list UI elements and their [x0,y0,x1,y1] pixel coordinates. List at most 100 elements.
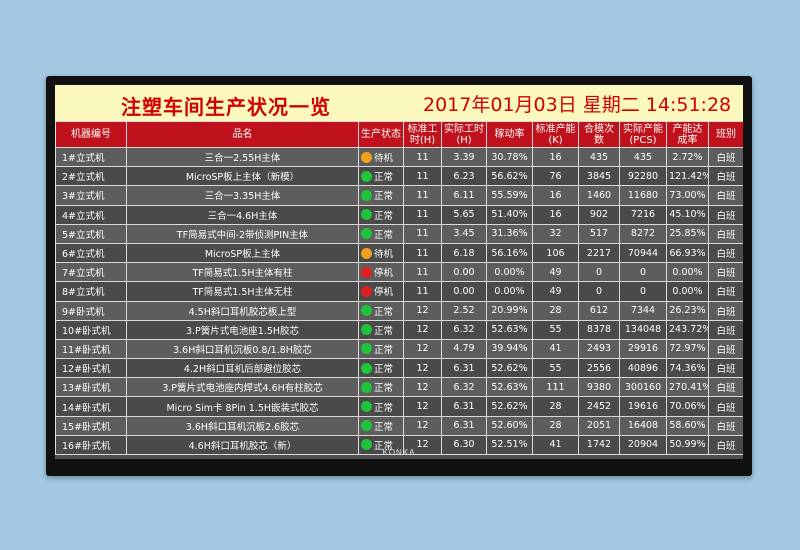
cell-std-hours: 11 [403,262,442,283]
col-header-achievement: 产能达成率 [666,121,709,148]
status-label: 正常 [374,383,394,395]
cell-mold-count: 2217 [578,242,620,264]
cell-product: TF简易式1.5H主体有柱 [126,262,359,283]
table-row: 12#卧式机 4.2H斜口耳机后部避位胶芯 正常 12 6.31 52.62% 55 2556… [55,358,743,379]
table-row: 6#立式机 MicroSP板上主体 待机 11 6.18 56.16% 106 2217 709… [55,242,743,264]
cell-std-capacity: 55 [532,358,579,379]
cell-act-hours: 6.23 [441,166,487,187]
cell-act-hours: 6.11 [441,185,487,206]
cell-act-capacity: 300160 [619,377,667,398]
cell-std-capacity: 16 [532,204,579,225]
cell-product: 三合一2.55H主体 [126,146,359,168]
cell-std-capacity: 76 [532,166,579,187]
dashboard-screen: 注塑车间生产状况一览 2017年01月03日 星期二 14:51:28 机器编号… [55,85,743,459]
page-title: 注塑车间生产状况一览 [121,95,331,119]
cell-utilization: 52.63% [486,377,533,398]
cell-product: 三合一3.35H主体 [126,185,359,206]
cell-achievement: 121.42% [666,166,709,187]
cell-machine: 16#卧式机 [55,434,127,456]
table-row: 16#卧式机 4.6H斜口耳机胶芯（新） 正常 12 6.30 52.51% 41 1742 2… [55,434,743,456]
cell-achievement: 45.10% [666,204,709,225]
cell-act-hours: 3.45 [441,223,487,244]
cell-status: 正常 [358,415,404,436]
cell-act-hours: 6.31 [441,358,487,379]
cell-mold-count: 9380 [578,377,620,398]
cell-std-hours: 12 [403,415,442,436]
status-indicator-icon [361,362,372,374]
title-bar: 注塑车间生产状况一览 2017年01月03日 星期二 14:51:28 [55,85,743,121]
status-label: 正常 [374,364,394,376]
cell-std-capacity: 55 [532,319,579,340]
cell-utilization: 0.00% [486,262,533,283]
cell-product: 3.6H斜口耳机沉板2.6胶芯 [126,415,359,436]
cell-act-capacity: 20904 [619,434,667,456]
cell-machine: 14#卧式机 [55,396,127,417]
cell-std-hours: 11 [403,242,442,264]
col-header-act-capacity: 实际产能(PCS) [619,121,667,148]
cell-achievement: 66.93% [666,242,709,264]
cell-status: 正常 [358,338,404,360]
status-indicator-icon [361,228,372,240]
cell-machine: 8#立式机 [55,281,127,302]
cell-machine: 12#卧式机 [55,358,127,379]
cell-std-hours: 12 [403,358,442,379]
status-label: 正常 [374,421,394,433]
cell-status: 正常 [358,358,404,379]
status-indicator-icon [361,324,372,336]
cell-machine: 10#卧式机 [55,319,127,340]
cell-mold-count: 2051 [578,415,620,436]
cell-status: 正常 [358,377,404,398]
table-row: 1#立式机 三合一2.55H主体 待机 11 3.39 30.78% 16 435 435 2.7… [55,146,743,168]
col-header-machine: 机器编号 [55,121,127,148]
cell-achievement: 26.23% [666,300,709,321]
cell-std-capacity: 49 [532,281,579,302]
cell-achievement: 58.60% [666,415,709,436]
cell-utilization: 30.78% [486,146,533,168]
cell-shift: 白班 [708,319,743,340]
cell-std-capacity: 28 [532,396,579,417]
cell-act-capacity: 40896 [619,358,667,379]
cell-act-hours: 6.31 [441,415,487,436]
cell-mold-count: 612 [578,300,620,321]
cell-act-hours: 6.31 [441,396,487,417]
cell-std-hours: 12 [403,377,442,398]
table-row: 10#卧式机 3.P簧片式电池座1.5H胶芯 正常 12 6.32 52.63% 55 837… [55,319,743,340]
cell-shift: 白班 [708,396,743,417]
cell-std-capacity: 106 [532,242,579,264]
cell-act-hours: 0.00 [441,281,487,302]
cell-act-hours: 6.32 [441,377,487,398]
cell-machine: 9#卧式机 [55,300,127,321]
cell-product: TF简易式1.5H主体无柱 [126,281,359,302]
cell-utilization: 39.94% [486,338,533,360]
status-label: 正常 [374,210,394,222]
cell-shift: 白班 [708,166,743,187]
cell-shift: 白班 [708,434,743,456]
cell-status: 正常 [358,434,404,456]
cell-shift: 白班 [708,204,743,225]
col-header-std-capacity: 标准产能(K) [532,121,579,148]
cell-std-hours: 11 [403,281,442,302]
cell-utilization: 56.62% [486,166,533,187]
cell-std-capacity: 28 [532,300,579,321]
cell-mold-count: 517 [578,223,620,244]
cell-std-capacity: 16 [532,185,579,206]
cell-act-capacity: 7216 [619,204,667,225]
col-header-mold-count: 合模次数 [578,121,620,148]
cell-achievement: 270.41% [666,377,709,398]
cell-shift: 白班 [708,300,743,321]
cell-shift: 白班 [708,338,743,360]
cell-mold-count: 2556 [578,358,620,379]
cell-utilization: 0.00% [486,281,533,302]
cell-act-capacity: 70944 [619,242,667,264]
cell-achievement: 50.99% [666,434,709,456]
cell-shift: 白班 [708,415,743,436]
cell-product: 4.2H斜口耳机后部避位胶芯 [126,358,359,379]
cell-utilization: 51.40% [486,204,533,225]
status-label: 停机 [374,287,394,299]
cell-act-hours: 2.52 [441,300,487,321]
cell-product: Micro Sim卡 8Pin 1.5H嵌装式胶芯 [126,396,359,417]
status-indicator-icon [361,343,372,355]
cell-mold-count: 1742 [578,434,620,456]
cell-mold-count: 902 [578,204,620,225]
status-label: 正常 [374,172,394,184]
